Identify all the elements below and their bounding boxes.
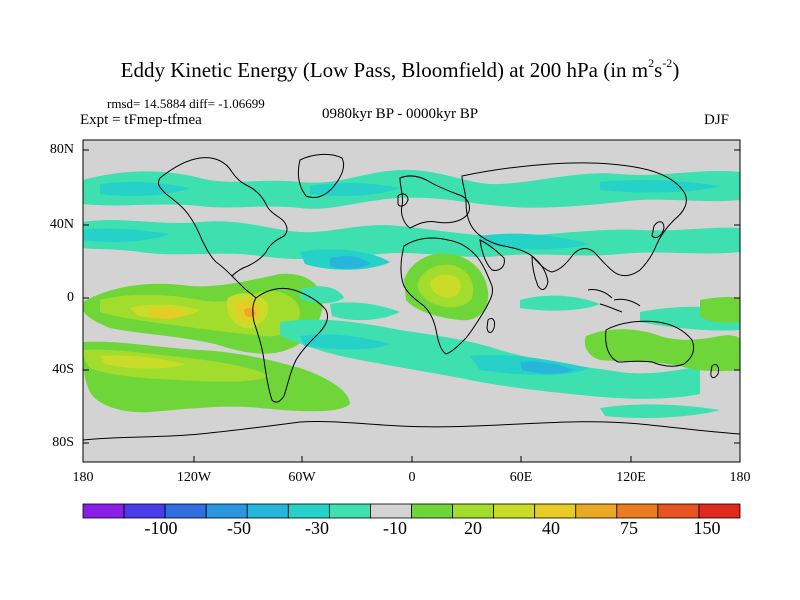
colorbar-swatch (657, 503, 700, 519)
stats-text: rmsd= 14.5884 diff= -1.06699 (107, 96, 265, 111)
coastline-greenland (297, 153, 345, 199)
contour-fill (430, 274, 461, 298)
contour-fill (300, 286, 344, 304)
contour-fill (150, 391, 240, 409)
x-tick-label: 120E (616, 470, 646, 485)
coastline-japan (651, 221, 665, 239)
coastline-new-zealand (710, 363, 719, 379)
experiment-label: Expt = tFmep-tfmea (80, 112, 202, 128)
contour-fill (330, 256, 370, 269)
y-tick-label: 40S (52, 362, 74, 377)
title-main: Eddy Kinetic Energy (Low Pass, Bloomfiel… (120, 58, 649, 82)
x-tick-label: 60E (509, 470, 533, 485)
contour-fill (480, 233, 590, 250)
colorbar-label: -10 (383, 518, 407, 538)
colorbar-swatch (575, 503, 618, 519)
contour-fill (584, 329, 740, 372)
y-tick-label: 80N (49, 142, 74, 157)
colorbar-swatch (452, 503, 495, 519)
colorbar-swatch (328, 503, 371, 519)
contour-fill (83, 220, 740, 260)
colorbar-label: 150 (693, 518, 721, 538)
colorbar-label: 20 (464, 518, 482, 538)
coastline-india (531, 254, 549, 290)
colorbar-swatch (616, 503, 659, 519)
contour-fill (150, 307, 186, 319)
contour-fill (600, 404, 720, 418)
title-end: ) (672, 58, 680, 82)
period-label: 0980kyr BP - 0000kyr BP (321, 106, 479, 122)
contour-fill (83, 228, 170, 242)
x-tick-label: 0 (408, 470, 416, 485)
colorbar-swatch (164, 503, 207, 519)
colorbar-swatch (205, 503, 248, 519)
coastline-australia (605, 320, 695, 367)
contour-fill (520, 361, 574, 374)
x-tick-label: 180 (729, 470, 751, 485)
colorbar-label: 40 (542, 518, 560, 538)
season-label: DJF (704, 112, 730, 128)
colorbar-swatch (287, 503, 330, 519)
contour-fill (100, 355, 185, 369)
coastline-africa (400, 237, 493, 355)
coastline-indonesia (587, 289, 641, 313)
colorbar-swatch (246, 503, 289, 519)
x-tick-label: 60W (288, 470, 316, 485)
coastline-asia (461, 162, 687, 277)
chart-title: Eddy Kinetic Energy (Low Pass, Bloomfiel… (0, 56, 800, 83)
x-tick-label: 180 (72, 470, 94, 485)
coastline-central-america (231, 275, 257, 299)
colorbar-label: -30 (305, 518, 329, 538)
contour-fill (310, 182, 400, 196)
coastline-antarctica (83, 420, 740, 441)
tick-marks (83, 149, 740, 462)
y-tick-label: 0 (67, 290, 74, 305)
title-sup2: -2 (662, 56, 673, 70)
y-tick-label: 40N (49, 217, 74, 232)
coastlines (83, 153, 740, 441)
contour-fill (83, 169, 740, 209)
colorbar-swatch (82, 503, 125, 519)
colorbar (82, 503, 741, 519)
colorbar-swatch (493, 503, 536, 519)
colorbar-swatch (534, 503, 577, 519)
contour-fill (520, 295, 600, 311)
colorbar-swatch (698, 503, 741, 519)
x-tick-label: 120W (176, 470, 212, 485)
coastline-north-america (157, 157, 288, 277)
contour-fill (100, 181, 190, 196)
coastline-arabia (479, 239, 505, 271)
coastline-uk (397, 193, 409, 207)
contour-fill (330, 302, 400, 321)
coastline-madagascar (486, 317, 495, 333)
coastline-south-america (252, 287, 329, 403)
colorbar-swatch (370, 503, 412, 519)
colorbar-label: -100 (144, 518, 178, 538)
colorbar-label: -50 (227, 518, 251, 538)
colorbar-swatch (123, 503, 166, 519)
y-tick-label: 80S (52, 435, 74, 450)
contour-fill (300, 334, 390, 350)
title-sup1: 2 (648, 56, 655, 70)
contour-fill (600, 179, 720, 193)
colorbar-swatch (411, 503, 453, 519)
coastline-europe (399, 175, 470, 229)
contour-fill (700, 297, 740, 323)
title-mid: s (654, 58, 663, 82)
colorbar-label: 75 (620, 518, 638, 538)
